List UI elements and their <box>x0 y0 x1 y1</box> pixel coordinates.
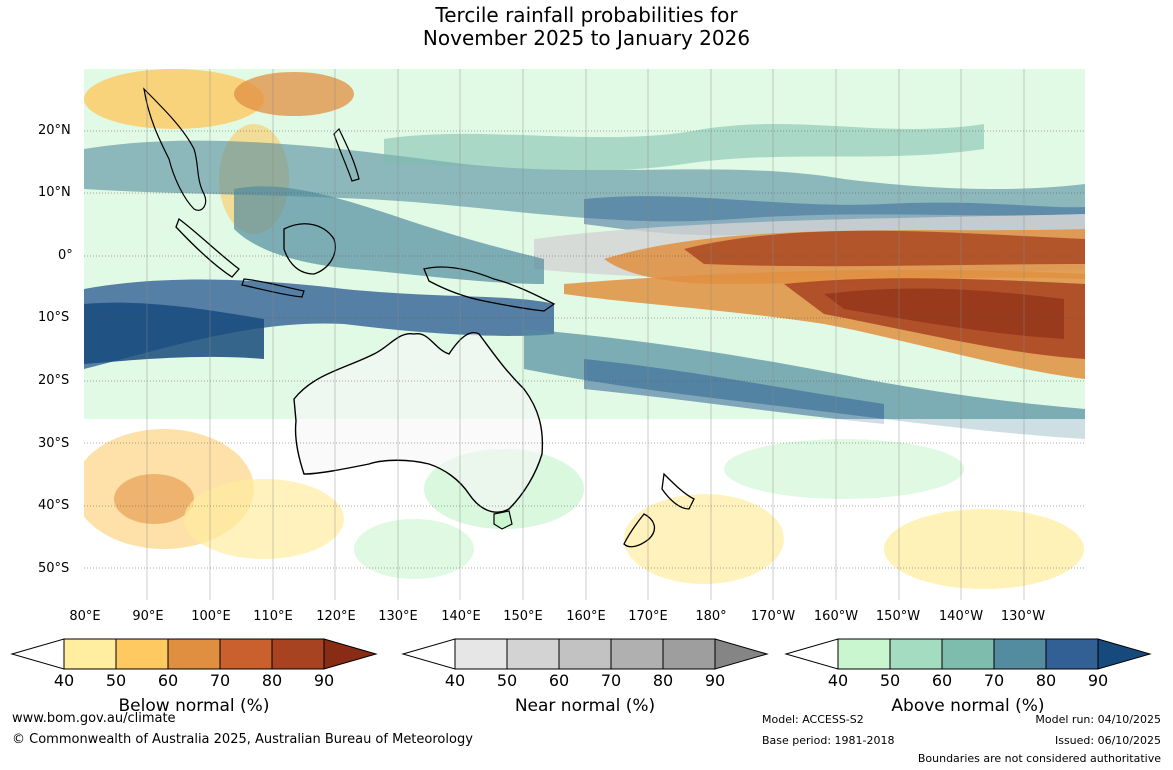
lat-label-50S: 50°S <box>38 561 70 576</box>
lon-label-180: 180° <box>695 609 727 624</box>
near-normal-label: Near normal (%) <box>514 696 656 716</box>
title-line-1: Tercile rainfall probabilities for <box>435 3 738 27</box>
below-swatch-5 <box>271 638 325 670</box>
tasmania-outline <box>493 510 513 530</box>
lon-label-150E: 150°E <box>503 609 543 624</box>
near-extend-low <box>401 638 456 670</box>
below-swatch-3 <box>167 638 221 670</box>
near-tick: 60 <box>548 671 570 690</box>
lat-label-0: 0° <box>58 248 73 263</box>
near-normal-colorbar <box>401 638 769 670</box>
below-tick: 80 <box>261 671 283 690</box>
above-tick: 80 <box>1035 671 1057 690</box>
title-line-2: November 2025 to January 2026 <box>422 26 751 50</box>
new-guinea-outline <box>423 266 556 312</box>
above-extend-low <box>784 638 839 670</box>
chart-title: Tercile rainfall probabilities for Novem… <box>0 4 1173 50</box>
above-normal-colorbar <box>784 638 1152 670</box>
below-normal-colorbar <box>10 638 378 670</box>
lon-label-140W: 140°W <box>938 609 984 624</box>
lon-label-160W: 160°W <box>813 609 859 624</box>
above-tick: 60 <box>931 671 953 690</box>
below-swatch-1 <box>63 638 117 670</box>
java-outline <box>241 278 305 298</box>
near-tick: 70 <box>600 671 622 690</box>
below-extend-low <box>10 638 65 670</box>
near-swatch-5 <box>662 638 716 670</box>
near-swatch-3 <box>558 638 612 670</box>
near-extend-high <box>714 638 769 670</box>
model-run: Model run: 04/10/2025 <box>1035 713 1161 726</box>
near-tick: 50 <box>496 671 518 690</box>
below-swatch-2 <box>115 638 169 670</box>
below-tick: 60 <box>157 671 179 690</box>
above-tick: 70 <box>983 671 1005 690</box>
above-swatch-1 <box>837 638 891 670</box>
lon-label-90E: 90°E <box>132 609 164 624</box>
lon-label-160E: 160°E <box>566 609 606 624</box>
lat-label-30S: 30°S <box>38 436 70 451</box>
base-period: Base period: 1981-2018 <box>762 734 895 747</box>
australia-outline <box>293 332 544 513</box>
lon-label-110E: 110°E <box>253 609 293 624</box>
near-swatch-4 <box>610 638 664 670</box>
sumatra-outline <box>175 217 240 278</box>
lon-label-100E: 100°E <box>191 609 231 624</box>
issued-date: Issued: 06/10/2025 <box>1054 734 1161 747</box>
below-tick: 40 <box>53 671 75 690</box>
lon-label-130W: 130°W <box>1000 609 1046 624</box>
lon-label-170W: 170°W <box>750 609 796 624</box>
below-tick: 70 <box>209 671 231 690</box>
lon-label-80E: 80°E <box>69 609 101 624</box>
above-tick: 90 <box>1087 671 1109 690</box>
lon-label-170E: 170°E <box>628 609 668 624</box>
near-tick: 90 <box>704 671 726 690</box>
copyright: © Commonwealth of Australia 2025, Austra… <box>12 732 473 747</box>
below-extend-high <box>323 638 378 670</box>
below-tick: 50 <box>105 671 127 690</box>
lon-label-140E: 140°E <box>441 609 481 624</box>
above-tick: 40 <box>827 671 849 690</box>
lat-label-20N: 20°N <box>38 123 71 138</box>
rainfall-probability-map <box>84 69 1085 600</box>
model-name: Model: ACCESS-S2 <box>762 713 864 726</box>
above-swatch-4 <box>993 638 1047 670</box>
website-link[interactable]: www.bom.gov.au/climate <box>12 711 176 726</box>
lat-label-10S: 10°S <box>38 310 70 325</box>
lon-label-130E: 130°E <box>378 609 418 624</box>
lon-label-150W: 150°W <box>875 609 921 624</box>
above-swatch-2 <box>889 638 943 670</box>
graticule <box>84 130 1085 569</box>
southeast-asia-outline <box>143 87 207 211</box>
new-zealand-outline <box>623 472 695 548</box>
below-normal-label: Below normal (%) <box>118 696 270 716</box>
above-tick: 50 <box>879 671 901 690</box>
above-swatch-3 <box>941 638 995 670</box>
boundaries-disclaimer: Boundaries are not considered authoritat… <box>917 752 1161 765</box>
near-tick: 80 <box>652 671 674 690</box>
philippines-outline <box>333 127 360 182</box>
lat-label-40S: 40°S <box>38 498 70 513</box>
near-swatch-1 <box>454 638 508 670</box>
near-tick: 40 <box>444 671 466 690</box>
lat-label-20S: 20°S <box>38 373 70 388</box>
above-normal-label: Above normal (%) <box>891 696 1045 716</box>
below-swatch-4 <box>219 638 273 670</box>
lat-label-10N: 10°N <box>38 185 71 200</box>
borneo-outline <box>283 223 336 275</box>
above-extend-high <box>1097 638 1152 670</box>
above-swatch-5 <box>1045 638 1099 670</box>
lon-label-120E: 120°E <box>316 609 356 624</box>
below-tick: 90 <box>313 671 335 690</box>
near-swatch-2 <box>506 638 560 670</box>
